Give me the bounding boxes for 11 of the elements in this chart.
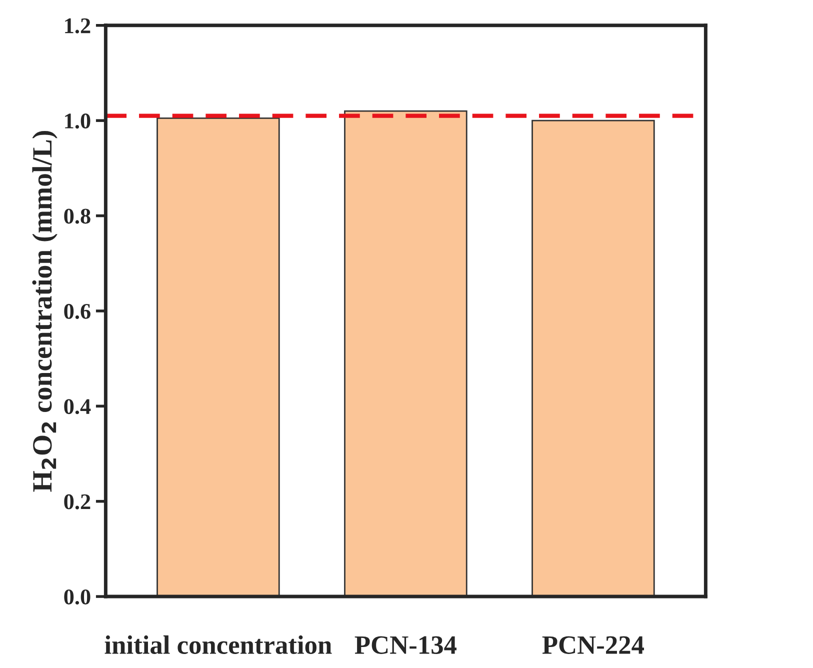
y-tick-label: 0.4 [64, 399, 91, 414]
x-tick-label: initial concentration [104, 635, 332, 654]
y-tick-label: 1.0 [65, 114, 90, 129]
y-axis-title: H$_{2}$O$_{2}$ concentration (mmol/L) [32, 131, 58, 492]
x-tick-label: PCN-134 [354, 636, 456, 654]
y-tick-label: 0.8 [64, 208, 90, 224]
y-tick-label: 1.2 [65, 18, 90, 34]
y-tick-label: 0.6 [64, 304, 90, 319]
y-tick-label: 0.0 [64, 589, 90, 605]
y-tick-label: 0.2 [64, 494, 90, 510]
x-tick-label: PCN-224 [542, 636, 644, 654]
